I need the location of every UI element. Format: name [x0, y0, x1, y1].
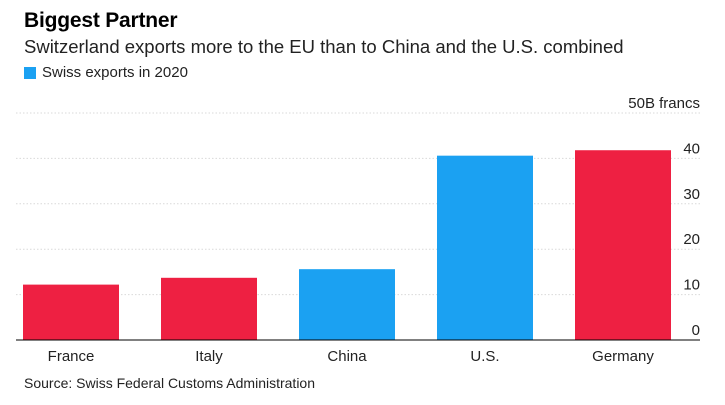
y-tick-label: 40	[683, 140, 700, 157]
legend: Swiss exports in 2020	[24, 64, 188, 81]
y-tick-label: 0	[692, 322, 700, 339]
legend-swatch	[24, 66, 36, 79]
x-category-label: France	[48, 348, 95, 365]
bar-us	[437, 155, 533, 340]
x-category-label: China	[327, 348, 367, 365]
y-axis-tick-labels: 0 10 20 30 40 50B francs	[628, 95, 700, 339]
chart-title: Biggest Partner	[24, 9, 178, 32]
x-category-label: Italy	[195, 348, 223, 365]
x-category-label: U.S.	[470, 348, 499, 365]
y-tick-label: 10	[683, 277, 700, 294]
x-category-label: Germany	[592, 348, 654, 365]
chart-subtitle: Switzerland exports more to the EU than …	[24, 36, 624, 57]
y-tick-label: 20	[683, 231, 700, 248]
y-tick-label: 30	[683, 186, 700, 203]
legend-label: Swiss exports in 2020	[42, 64, 188, 81]
source-note: Source: Swiss Federal Customs Administra…	[24, 375, 315, 391]
bars	[23, 150, 671, 340]
bar-germany	[575, 150, 671, 340]
y-tick-label: 50B francs	[628, 95, 700, 112]
x-axis-category-labels: France Italy China U.S. Germany	[48, 348, 655, 365]
bar-france	[23, 284, 119, 340]
bar-china	[299, 269, 395, 340]
bar-italy	[161, 277, 257, 340]
